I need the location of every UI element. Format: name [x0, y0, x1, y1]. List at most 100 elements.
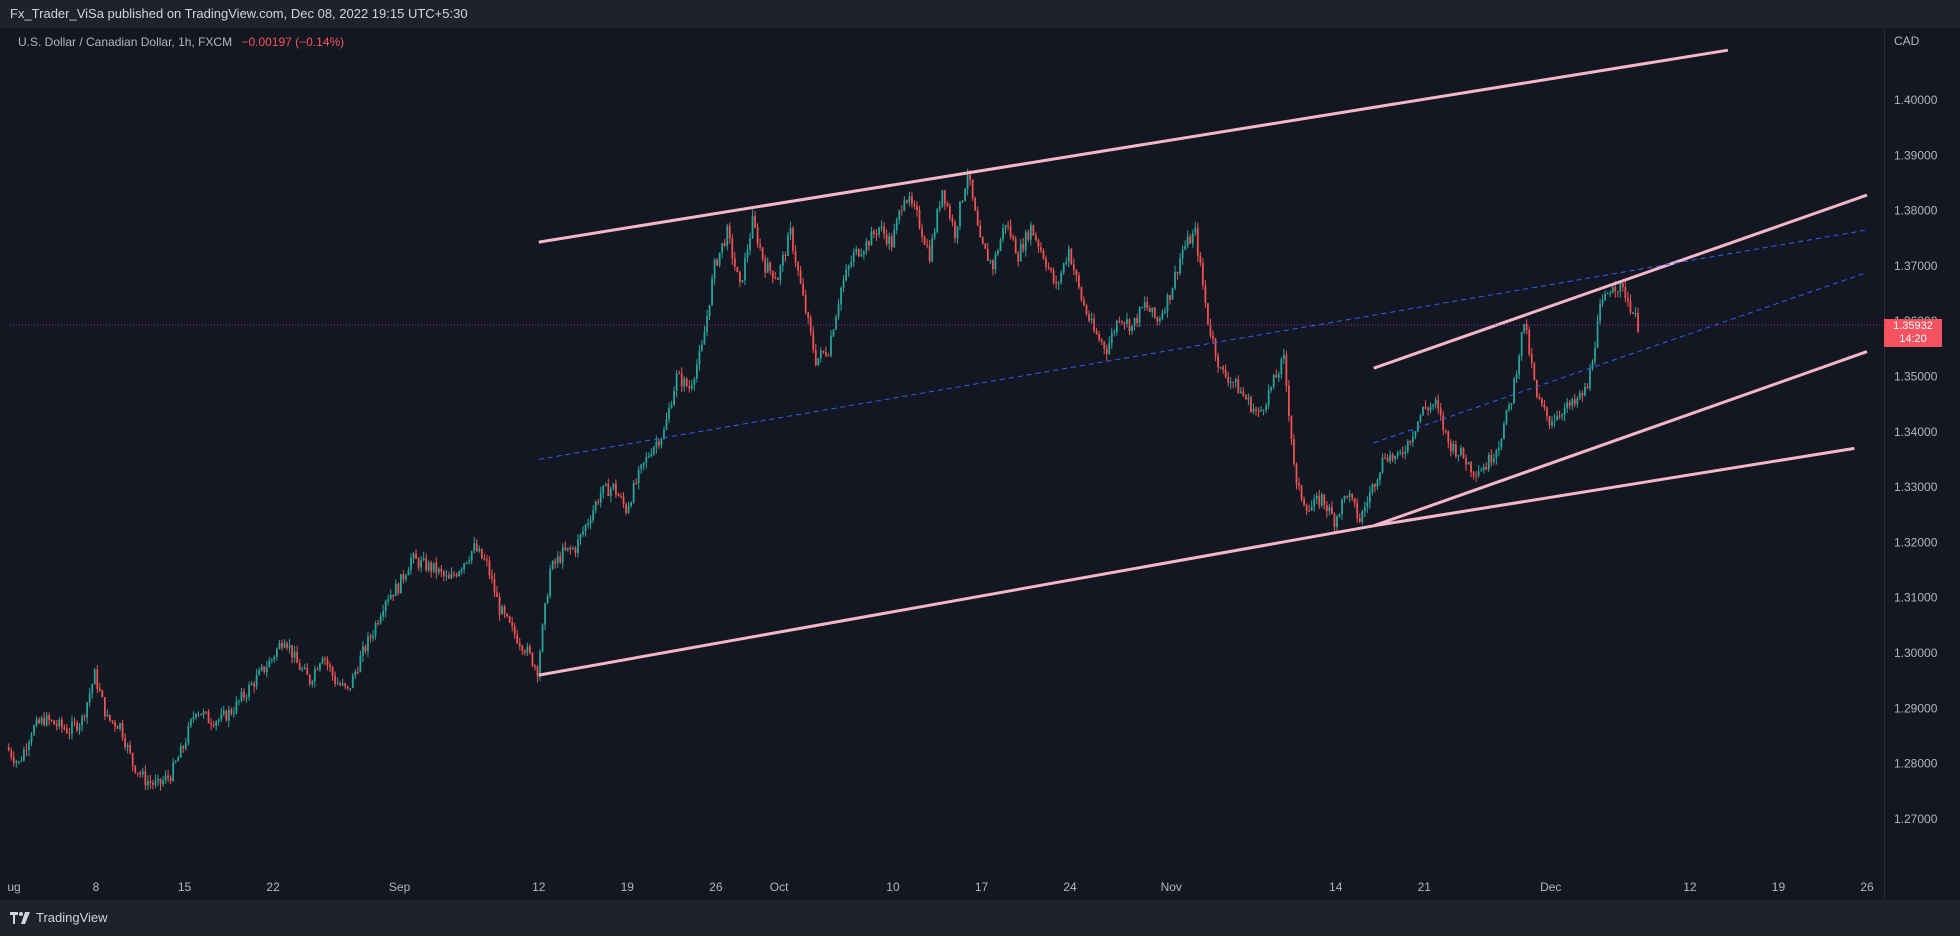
candle-body — [96, 669, 99, 689]
candle-body — [1497, 447, 1500, 451]
candle-body — [1017, 253, 1020, 262]
candle-body — [197, 713, 200, 715]
candle-body — [1336, 516, 1338, 528]
y-tick-label: 1.27000 — [1894, 812, 1938, 826]
candle-body — [559, 556, 562, 563]
candle-body — [1363, 506, 1366, 512]
candle-body — [260, 666, 263, 671]
candle-body — [632, 482, 635, 503]
candle-body — [35, 719, 38, 726]
candle-body — [405, 575, 407, 580]
candle-body — [895, 219, 898, 231]
candle-body — [28, 742, 30, 750]
candle-body — [1614, 287, 1617, 292]
candle-body — [1424, 406, 1427, 409]
candle-body — [741, 280, 744, 282]
candle-body — [1014, 238, 1017, 254]
candle-body — [483, 558, 486, 560]
trendline-solid[interactable] — [538, 48, 1729, 244]
candle-body — [430, 562, 433, 572]
candle-body — [1310, 506, 1313, 511]
candle-body — [713, 259, 716, 279]
candle-body — [860, 254, 863, 257]
candle-body — [546, 595, 549, 604]
candle-body — [721, 243, 724, 253]
candle-body — [1072, 264, 1075, 271]
candle-body — [733, 258, 736, 267]
candle-body — [665, 418, 668, 430]
candle-body — [15, 761, 18, 763]
candle-body — [1485, 466, 1488, 470]
candle-body — [604, 483, 607, 486]
trendline-dashed[interactable] — [1373, 272, 1868, 444]
candle-body — [458, 571, 460, 577]
candle-body — [1194, 227, 1197, 234]
candle-body — [1571, 399, 1574, 406]
symbol-legend[interactable]: U.S. Dollar / Canadian Dollar, 1h, FXCM … — [18, 35, 344, 49]
candle-body — [359, 655, 362, 672]
candle-body — [174, 761, 177, 763]
candle-body — [1551, 421, 1553, 426]
candle-body — [397, 583, 400, 594]
candle-body — [83, 716, 86, 718]
candle-body — [493, 578, 496, 593]
candle-body — [794, 250, 797, 263]
candle-body — [88, 693, 91, 703]
candle-body — [1019, 244, 1022, 262]
candle-body — [326, 659, 329, 665]
candle-body — [448, 575, 450, 579]
candle-body — [1290, 415, 1293, 440]
candle-body — [179, 746, 182, 758]
candle-body — [301, 668, 304, 671]
candle-body — [1368, 492, 1371, 503]
candle-body — [91, 684, 94, 694]
candle-body — [1252, 408, 1255, 412]
candle-body — [647, 455, 650, 457]
candle-body — [959, 201, 961, 227]
candle-body — [986, 248, 989, 261]
candle-body — [1541, 399, 1543, 405]
candle-body — [799, 270, 802, 284]
candle-body — [670, 405, 673, 408]
candle-body — [913, 203, 916, 206]
candle-body — [238, 700, 240, 702]
trendline-solid[interactable] — [1373, 350, 1868, 528]
candle-body — [1568, 402, 1571, 406]
chart-pane[interactable] — [10, 28, 1885, 900]
candle-body — [1379, 472, 1381, 481]
candle-body — [1434, 399, 1437, 405]
tradingview-logo[interactable]: TradingView — [10, 910, 108, 925]
trendline-solid[interactable] — [538, 446, 1855, 677]
candle-body — [1477, 471, 1480, 476]
candle-body — [336, 683, 339, 685]
candle-body — [334, 675, 336, 685]
candle-body — [116, 726, 119, 729]
candle-body — [1305, 504, 1308, 511]
candle-body — [1057, 282, 1060, 284]
candle-body — [1492, 458, 1495, 463]
candle-body — [888, 236, 891, 244]
candle-body — [346, 686, 349, 689]
candle-body — [617, 494, 620, 497]
x-tick-label: 19 — [1772, 880, 1786, 894]
candle-body — [45, 715, 48, 726]
candle-body — [589, 520, 592, 524]
candle-body — [1184, 245, 1187, 250]
candle-body — [951, 218, 954, 222]
trendline-solid[interactable] — [1373, 193, 1868, 370]
candle-body — [270, 659, 273, 661]
candle-body — [1320, 494, 1323, 506]
candle-body — [802, 283, 805, 296]
candle-body — [822, 350, 825, 353]
candle-body — [1323, 494, 1326, 506]
candle-body — [711, 278, 713, 305]
candle-body — [579, 534, 582, 540]
candle-body — [1108, 342, 1111, 355]
candle-body — [842, 280, 845, 288]
y-tick-label: 1.30000 — [1894, 646, 1938, 660]
candle-body — [71, 721, 73, 734]
candle-body — [164, 775, 167, 781]
candle-body — [645, 456, 648, 463]
candle-body — [1338, 513, 1341, 517]
